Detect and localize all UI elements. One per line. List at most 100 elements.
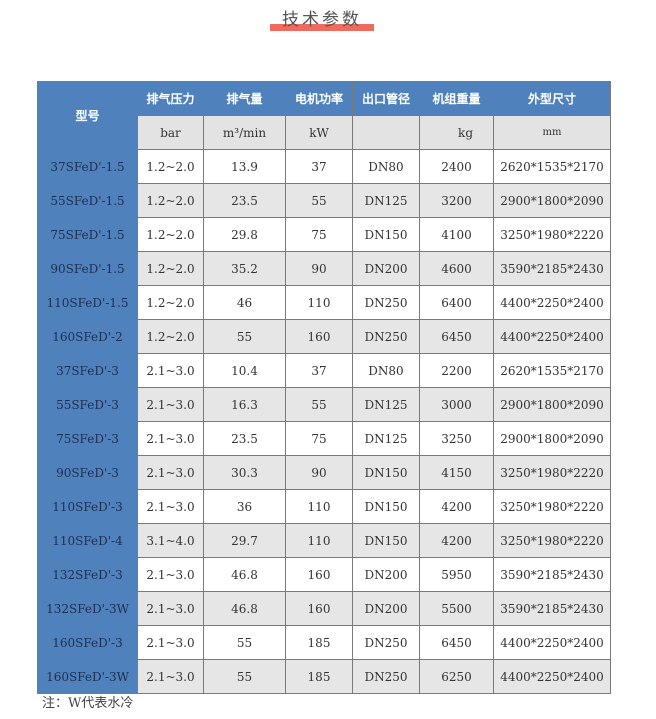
table-cell: DN125 <box>352 183 420 218</box>
table-cell: DN80 <box>352 353 420 388</box>
table-cell: 110 <box>285 523 353 558</box>
table-cell: 4100 <box>419 217 494 252</box>
table-cell: 3250 <box>419 421 494 456</box>
model-cell: 90SFeD'-1.5 <box>37 251 138 286</box>
table-cell: DN80 <box>352 149 420 184</box>
model-cell: 37SFeD'-1.5 <box>37 149 138 184</box>
unit-cell: m³/min <box>203 115 286 150</box>
table-row: 90SFeD'-1.5 1.2~2.0 35.2 90 DN200 4600 3590*21… <box>37 251 611 286</box>
table-cell: DN125 <box>352 421 420 456</box>
table-cell: 2.1~3.0 <box>137 557 204 592</box>
table-cell: 90 <box>285 251 353 286</box>
table-cell: DN200 <box>352 591 420 626</box>
model-cell: 110SFeD'-4 <box>37 523 138 558</box>
table-cell: 2900*1800*2090 <box>493 421 611 456</box>
table-cell: 3.1~4.0 <box>137 523 204 558</box>
table-cell: 3590*2185*2430 <box>493 591 611 626</box>
unit-cell: mm <box>493 115 611 150</box>
model-cell: 110SFeD'-1.5 <box>37 285 138 320</box>
model-cell: 160SFeD'-3 <box>37 625 138 660</box>
table-cell: 5500 <box>419 591 494 626</box>
table-row: 160SFeD'-2 1.2~2.0 55 160 DN250 6450 4400*2250… <box>37 319 611 354</box>
table-cell: 23.5 <box>203 183 286 218</box>
table-cell: 46 <box>203 285 286 320</box>
table-row: 132SFeD'-3 2.1~3.0 46.8 160 DN200 5950 3590*21… <box>37 557 611 592</box>
header-cell: 排气压力 <box>137 81 204 116</box>
table-cell: 3590*2185*2430 <box>493 557 611 592</box>
model-cell: 55SFeD'-3 <box>37 387 138 422</box>
table-cell: 35.2 <box>203 251 286 286</box>
model-cell: 160SFeD'-2 <box>37 319 138 354</box>
table-cell: 2620*1535*2170 <box>493 149 611 184</box>
table-cell: 2400 <box>419 149 494 184</box>
model-cell: 90SFeD'-3 <box>37 455 138 490</box>
table-row: 110SFeD'-1.5 1.2~2.0 46 110 DN250 6400 4400*22… <box>37 285 611 320</box>
table-cell: 37 <box>285 353 353 388</box>
table-cell: 29.7 <box>203 523 286 558</box>
table-cell: 10.4 <box>203 353 286 388</box>
unit-cell: kW <box>285 115 353 150</box>
header-cell: 出口管径 <box>352 81 420 116</box>
table-cell: 110 <box>285 285 353 320</box>
table-cell: DN200 <box>352 557 420 592</box>
table-cell: 2900*1800*2090 <box>493 183 611 218</box>
table-row: 37SFeD'-1.5 1.2~2.0 13.9 37 DN80 2400 2620*153… <box>37 149 611 184</box>
table-cell: 1.2~2.0 <box>137 149 204 184</box>
header-cell: 排气量 <box>203 81 286 116</box>
table-row: 75SFeD'-1.5 1.2~2.0 29.8 75 DN150 4100 3250*19… <box>37 217 611 252</box>
table-cell: 2900*1800*2090 <box>493 387 611 422</box>
table-row: 110SFeD'-3 2.1~3.0 36 110 DN150 4200 3250*1980… <box>37 489 611 524</box>
table-cell: 6400 <box>419 285 494 320</box>
table-cell: 55 <box>285 387 353 422</box>
header-cell: 外型尺寸 <box>493 81 611 116</box>
table-cell: 4400*2250*2400 <box>493 319 611 354</box>
table-cell: 90 <box>285 455 353 490</box>
table-cell: 2200 <box>419 353 494 388</box>
table-cell: 1.2~2.0 <box>137 285 204 320</box>
table-cell: 3250*1980*2220 <box>493 489 611 524</box>
table-cell: 75 <box>285 421 353 456</box>
table-cell: 37 <box>285 149 353 184</box>
title-underline <box>270 24 374 31</box>
table-row: 55SFeD'-1.5 1.2~2.0 23.5 55 DN125 3200 2900*18… <box>37 183 611 218</box>
table-row: 132SFeD'-3W 2.1~3.0 46.8 160 DN200 5500 3590*2… <box>37 591 611 626</box>
table-cell: DN200 <box>352 251 420 286</box>
table-cell: 185 <box>285 625 353 660</box>
table-cell: DN150 <box>352 217 420 252</box>
table-cell: 110 <box>285 489 353 524</box>
table-cell: DN150 <box>352 455 420 490</box>
table-cell: DN125 <box>352 387 420 422</box>
table-cell: 16.3 <box>203 387 286 422</box>
table-row: 75SFeD'-3 2.1~3.0 23.5 75 DN125 3250 2900*1800… <box>37 421 611 456</box>
table-cell: 2.1~3.0 <box>137 659 204 694</box>
table-cell: DN150 <box>352 523 420 558</box>
model-cell: 110SFeD'-3 <box>37 489 138 524</box>
table-cell: 6450 <box>419 625 494 660</box>
header-cell: 电机功率 <box>285 81 353 116</box>
table-cell: 1.2~2.0 <box>137 183 204 218</box>
model-cell: 75SFeD'-1.5 <box>37 217 138 252</box>
table-row: 37SFeD'-3 2.1~3.0 10.4 37 DN80 2200 2620*1535*… <box>37 353 611 388</box>
table-cell: 2620*1535*2170 <box>493 353 611 388</box>
table-cell: 4600 <box>419 251 494 286</box>
table-cell: 2.1~3.0 <box>137 455 204 490</box>
table-cell: 2.1~3.0 <box>137 591 204 626</box>
model-cell: 37SFeD'-3 <box>37 353 138 388</box>
table-cell: 5950 <box>419 557 494 592</box>
table-cell: 3590*2185*2430 <box>493 251 611 286</box>
spec-table: 型号 排气压力 排气量 电机功率 出口管径 机组重量 外型尺寸 bar m³/m… <box>37 81 611 694</box>
table-row: 90SFeD'-3 2.1~3.0 30.3 90 DN150 4150 3250*1980… <box>37 455 611 490</box>
table-cell: DN250 <box>352 659 420 694</box>
table-cell: 2.1~3.0 <box>137 625 204 660</box>
table-cell: 46.8 <box>203 557 286 592</box>
header-cell-model: 型号 <box>37 81 138 150</box>
table-cell: 3250*1980*2220 <box>493 455 611 490</box>
unit-cell: bar <box>137 115 204 150</box>
table-cell: 1.2~2.0 <box>137 217 204 252</box>
unit-cell <box>352 115 420 150</box>
model-cell: 160SFeD'-3W <box>37 659 138 694</box>
table-cell: 55 <box>203 625 286 660</box>
table-cell: DN250 <box>352 285 420 320</box>
table-cell: 185 <box>285 659 353 694</box>
table-cell: DN150 <box>352 489 420 524</box>
